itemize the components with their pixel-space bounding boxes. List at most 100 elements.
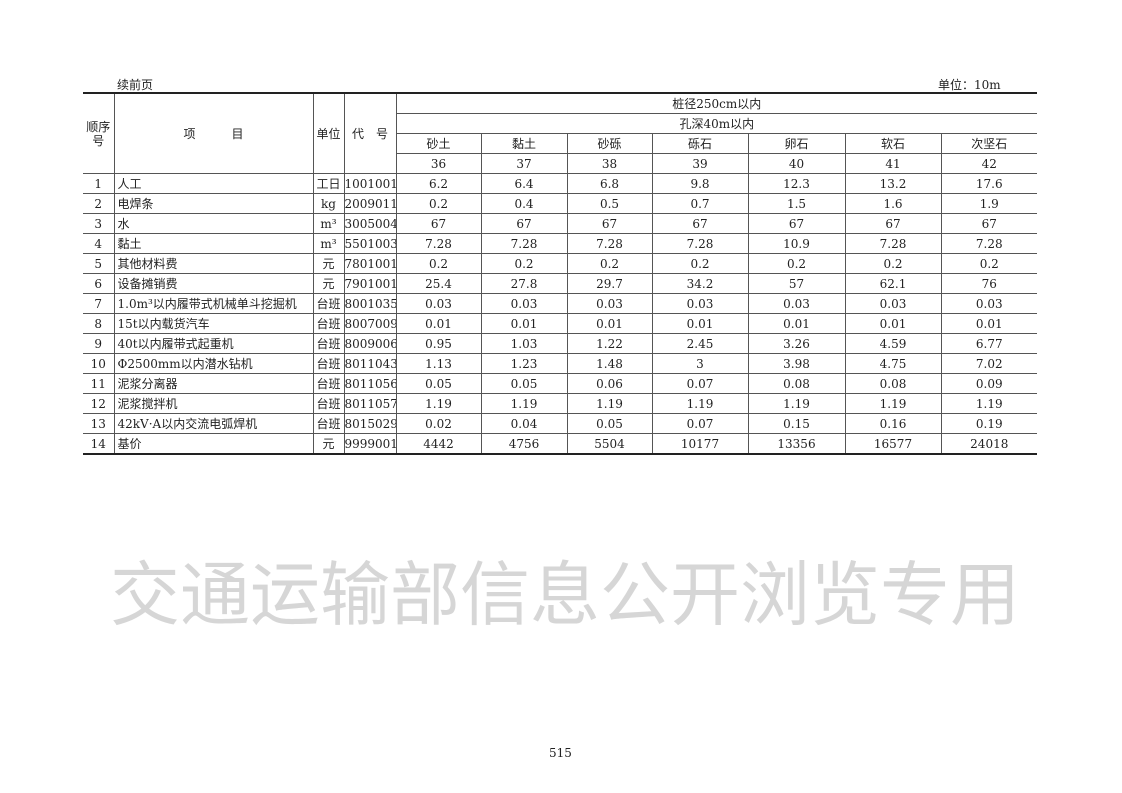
row-value: 13356	[747, 433, 846, 455]
row-value: 1.13	[395, 353, 482, 374]
row-unit: 元	[312, 433, 345, 455]
row-item: 基价	[113, 433, 314, 455]
header-column-number: 39	[651, 153, 749, 174]
table-row: 13 42kV·A以内交流电弧焊机 台班 8015029 0.02 0.04 0.05 0.0…	[83, 413, 1038, 434]
row-value: 0.09	[940, 373, 1038, 394]
row-item: 泥浆搅拌机	[113, 393, 314, 414]
row-value: 10177	[651, 433, 749, 455]
header-column-number: 36	[396, 153, 482, 174]
row-value: 7.28	[566, 233, 653, 254]
header-group-depth: 孔深40m以内	[396, 113, 1038, 134]
row-value: 0.08	[747, 373, 846, 394]
row-seq: 3	[83, 213, 115, 234]
header-soil-type: 卵石	[747, 133, 846, 154]
row-unit: 台班	[312, 313, 345, 334]
row-value: 0.16	[844, 413, 942, 434]
row-seq: 13	[83, 413, 115, 434]
row-value: 76	[940, 273, 1038, 294]
row-value: 34.2	[651, 273, 749, 294]
row-value: 1.19	[747, 393, 846, 414]
row-value: 1.19	[940, 393, 1038, 414]
row-value: 0.03	[651, 293, 749, 314]
table-row: 8 15t以内载货汽车 台班 8007009 0.01 0.01 0.01 0.01 0.01 0…	[83, 313, 1038, 334]
row-value: 1.19	[395, 393, 482, 414]
row-unit: m³	[312, 233, 345, 254]
row-value: 0.03	[480, 293, 568, 314]
row-value: 67	[395, 213, 482, 234]
row-code: 8011043	[343, 353, 397, 374]
header-soil-type: 砾石	[651, 133, 749, 154]
row-code: 2009011	[343, 193, 397, 214]
row-seq: 14	[83, 433, 115, 455]
row-value: 12.3	[747, 173, 846, 194]
row-value: 7.28	[480, 233, 568, 254]
table-row: 12 泥浆搅拌机 台班 8011057 1.19 1.19 1.19 1.19 1.19 1.19…	[83, 393, 1038, 414]
row-code: 3005004	[343, 213, 397, 234]
header-column-number: 41	[844, 153, 942, 174]
header-column-number: 37	[480, 153, 568, 174]
row-seq: 4	[83, 233, 115, 254]
row-value: 10.9	[747, 233, 846, 254]
row-code: 8001035	[343, 293, 397, 314]
continued-label: 续前页	[117, 78, 154, 92]
row-value: 1.03	[480, 333, 568, 354]
row-value: 0.01	[940, 313, 1038, 334]
row-value: 1.6	[844, 193, 942, 214]
table-row: 3 水 m³ 3005004 67 67 67 67 67 67 67	[83, 213, 1038, 234]
header-soil-type: 黏土	[480, 133, 568, 154]
row-seq: 9	[83, 333, 115, 354]
row-value: 9.8	[651, 173, 749, 194]
row-unit: 台班	[312, 293, 345, 314]
quota-table: 顺序号 项 目 单位 代 号 桩径250cm以内 孔深40m以内 砂土 黏土 砂砾砾…	[83, 92, 1038, 455]
header-soil-type: 次坚石	[940, 133, 1038, 154]
row-value: 1.19	[844, 393, 942, 414]
row-value: 6.77	[940, 333, 1038, 354]
table-row: 4 黏土 m³ 5501003 7.28 7.28 7.28 7.28 10.9 7.28 7.28	[83, 233, 1038, 254]
row-seq: 5	[83, 253, 115, 274]
row-value: 0.03	[747, 293, 846, 314]
row-value: 3.98	[747, 353, 846, 374]
row-value: 0.03	[566, 293, 653, 314]
row-value: 7.02	[940, 353, 1038, 374]
row-seq: 7	[83, 293, 115, 314]
row-value: 0.2	[940, 253, 1038, 274]
row-value: 0.2	[395, 253, 482, 274]
row-value: 67	[480, 213, 568, 234]
row-value: 0.01	[566, 313, 653, 334]
row-value: 17.6	[940, 173, 1038, 194]
row-code: 7901001	[343, 273, 397, 294]
table-row: 7 1.0m³以内履带式机械单斗挖掘机 台班 8001035 0.03 0.03 0.03 0…	[83, 293, 1038, 314]
row-value: 0.4	[480, 193, 568, 214]
row-value: 0.2	[747, 253, 846, 274]
row-value: 67	[651, 213, 749, 234]
row-item: 泥浆分离器	[113, 373, 314, 394]
header-column-number: 40	[747, 153, 846, 174]
row-item: 设备摊销费	[113, 273, 314, 294]
row-value: 7.28	[651, 233, 749, 254]
row-value: 4756	[480, 433, 568, 455]
page-number: 515	[549, 746, 572, 760]
row-value: 1.9	[940, 193, 1038, 214]
row-value: 0.95	[395, 333, 482, 354]
row-unit: 元	[312, 273, 345, 294]
row-value: 4442	[395, 433, 482, 455]
row-value: 7.28	[395, 233, 482, 254]
row-value: 62.1	[844, 273, 942, 294]
row-value: 6.8	[566, 173, 653, 194]
header-item: 项 目	[113, 92, 314, 174]
row-value: 25.4	[395, 273, 482, 294]
row-code: 9999001	[343, 433, 397, 455]
row-value: 0.2	[844, 253, 942, 274]
row-item: 15t以内载货汽车	[113, 313, 314, 334]
row-value: 4.59	[844, 333, 942, 354]
row-value: 57	[747, 273, 846, 294]
row-value: 0.01	[844, 313, 942, 334]
row-unit: 台班	[312, 373, 345, 394]
row-value: 0.05	[480, 373, 568, 394]
row-code: 8011057	[343, 393, 397, 414]
header-soil-type: 砂土	[396, 133, 482, 154]
row-value: 3.26	[747, 333, 846, 354]
row-item: 黏土	[113, 233, 314, 254]
row-value: 0.06	[566, 373, 653, 394]
header-column-number: 42	[940, 153, 1038, 174]
